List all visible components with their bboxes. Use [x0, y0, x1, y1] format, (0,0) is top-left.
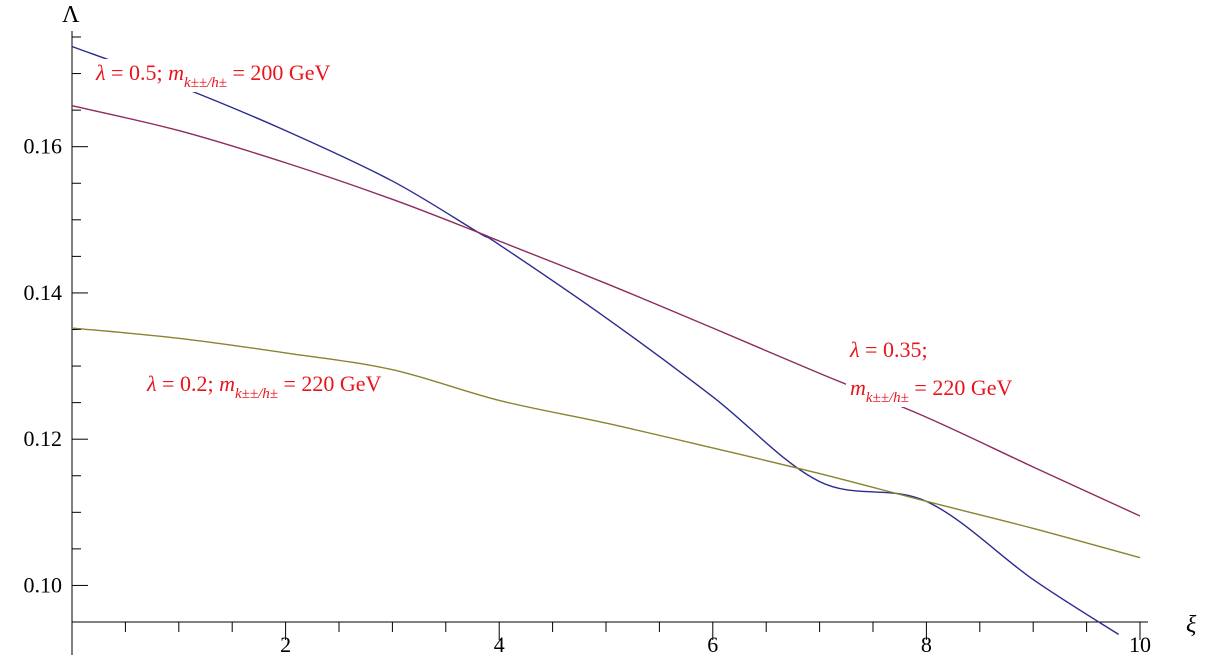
y-tick-label: 0.16	[24, 134, 63, 159]
series-layer	[71, 45, 1141, 636]
annotation-mass-value: = 220 GeV	[909, 375, 1013, 400]
x-tick-label: 2	[280, 632, 291, 657]
y-tick-label: 0.10	[24, 572, 63, 597]
x-tick-label: 4	[494, 632, 505, 657]
x-tick-label: 6	[707, 632, 718, 657]
annotation-mass-symbol: m	[850, 375, 866, 400]
series-line-3	[71, 327, 1141, 559]
annotation-lambda-symbol: λ	[849, 337, 860, 362]
annotation-lambda-value: = 0.35;	[860, 337, 928, 362]
axes	[71, 31, 1148, 655]
x-tick-label: 8	[921, 632, 932, 657]
annotation-mass-subscript: k±±/h±	[235, 386, 278, 402]
x-axis-title: ξ	[1186, 612, 1197, 638]
annotation-knockout	[845, 336, 932, 363]
tick-labels: 2 4 6 8 10 0.10 0.12 0.14 0.16	[24, 134, 1152, 657]
series-line-2	[71, 105, 1141, 517]
annotation-lambda-value: = 0.5;	[106, 60, 169, 85]
annotation-lambda-02: λ = 0.2; mk±±/h± = 220 GeV	[146, 371, 382, 402]
annotation-mass-subscript: k±±/h±	[184, 75, 227, 91]
x-tick-label: 10	[1129, 632, 1151, 657]
annotation-knockout	[91, 59, 335, 92]
annotation-mass-value: = 220 GeV	[278, 371, 382, 396]
annotation-lambda-symbol: λ	[146, 371, 157, 396]
annotation-lambda-05: λ = 0.5; mk±±/h± = 200 GeV	[95, 60, 331, 91]
annotation-mass-value: = 200 GeV	[227, 60, 331, 85]
annotation-lambda-035-line2: mk±±/h± = 220 GeV	[850, 375, 1012, 406]
y-tick-label: 0.14	[24, 280, 63, 305]
y-axis-title: Λ	[62, 2, 80, 28]
annotation-lambda-symbol: λ	[95, 60, 106, 85]
annotation-mass-symbol: m	[219, 371, 235, 396]
annotation-knockout	[142, 370, 386, 403]
y-tick-label: 0.12	[24, 426, 63, 451]
annotation-lambda-035-line1: λ = 0.35;	[849, 337, 928, 362]
ticks	[72, 36, 1141, 640]
annotation-mass-symbol: m	[168, 60, 184, 85]
annotation-mass-subscript: k±±/h±	[866, 390, 909, 406]
annotation-knockout	[846, 374, 1017, 407]
annotation-lambda-value: = 0.2;	[157, 371, 220, 396]
series-line-1	[71, 45, 1120, 636]
